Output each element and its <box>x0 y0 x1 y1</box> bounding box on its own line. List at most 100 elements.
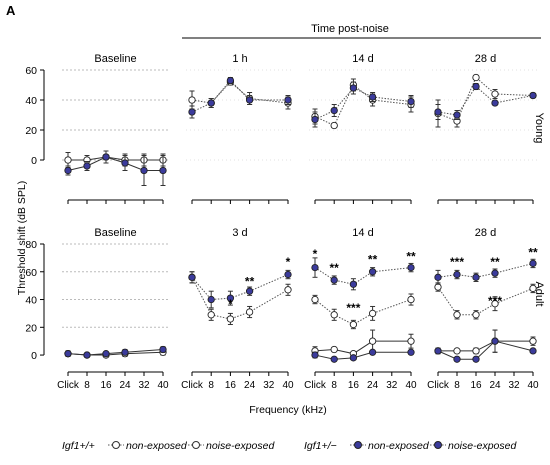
legend-noise-exposed-2: noise-exposed <box>448 440 517 452</box>
data-point-het-non-exposed <box>472 355 480 363</box>
legend: Igf1+/+ non-exposed noise-exposed Igf1+/… <box>62 440 517 452</box>
data-point-wt-non-exposed <box>453 347 461 355</box>
data-point-het-non-exposed <box>159 166 167 175</box>
data-point-het-non-exposed <box>368 348 377 356</box>
series-line-wt-noise-exposed <box>437 286 534 316</box>
panel-0-0: Baseline <box>62 53 169 204</box>
data-point-het-non-exposed <box>407 348 415 356</box>
data-point-het-noise-exposed <box>491 99 499 107</box>
data-point-wt-noise-exposed <box>407 295 415 304</box>
data-point-wt-noise-exposed <box>349 320 358 329</box>
data-point-het-noise-exposed <box>311 263 319 272</box>
data-point-wt-noise-exposed <box>226 315 235 323</box>
x-tick-label: 32 <box>386 380 398 391</box>
series-line-wt-noise-exposed <box>314 299 412 326</box>
y-tick-label: 20 <box>25 125 37 137</box>
series-line-wt-noise-exposed <box>191 81 289 104</box>
data-point-wt-noise-exposed <box>330 121 338 130</box>
data-point-het-non-exposed <box>529 347 537 355</box>
data-point-wt-non-exposed <box>529 337 537 345</box>
x-tick-label: Click <box>181 380 204 391</box>
panel-1-0: Baseline Click 8 16 24 32 40 <box>57 227 169 391</box>
panels-group: 0 20 40 60 Baseline 1 h 14 d 28 d 0 20 40 60 80 Basel… <box>25 53 539 391</box>
legend-wt-noise-marker <box>192 441 200 449</box>
data-point-het-non-exposed <box>140 166 148 175</box>
series-line-het-non-exposed <box>437 340 534 360</box>
x-tick-label: 16 <box>470 380 482 391</box>
x-tick-label: 40 <box>527 380 539 391</box>
data-point-het-noise-exposed <box>245 96 254 104</box>
data-point-het-non-exposed <box>102 350 110 358</box>
data-point-het-non-exposed <box>102 153 110 161</box>
significance-label: ** <box>406 250 416 264</box>
data-point-het-noise-exposed <box>284 96 292 104</box>
series-line-het-noise-exposed <box>437 85 534 116</box>
significance-label: ** <box>245 275 255 289</box>
data-point-het-noise-exposed <box>453 111 461 119</box>
data-point-wt-noise-exposed <box>311 295 319 304</box>
y-tick-label: 0 <box>31 155 37 167</box>
data-point-het-non-exposed <box>330 355 338 363</box>
header-title: Time post-noise <box>311 23 389 35</box>
series-line-het-noise-exposed <box>191 274 289 301</box>
legend-wt-genotype: Igf1+/+ <box>62 440 95 452</box>
legend-het-non-marker <box>354 441 362 449</box>
panel-title: 28 d <box>475 53 496 65</box>
significance-label: * <box>228 297 233 311</box>
x-tick-label: 40 <box>405 380 417 391</box>
y-tick-label: 60 <box>25 267 37 279</box>
legend-noise-exposed-1: noise-exposed <box>206 440 275 452</box>
data-point-het-non-exposed <box>349 354 358 362</box>
data-point-het-noise-exposed <box>207 99 215 107</box>
significance-label: *** <box>450 255 464 269</box>
significance-label: *** <box>488 294 502 308</box>
y-tick-label: 60 <box>25 65 37 77</box>
data-point-het-non-exposed <box>121 348 129 356</box>
x-tick-label: 40 <box>157 380 169 391</box>
series-line-wt-noise-exposed <box>314 84 412 127</box>
panel-title: 14 d <box>352 53 373 65</box>
data-point-het-noise-exposed <box>529 259 537 268</box>
x-tick-label: 8 <box>331 380 337 391</box>
legend-het-genotype: Igf1+/− <box>304 440 337 452</box>
data-point-het-non-exposed <box>159 345 167 354</box>
x-tick-label: 8 <box>84 380 90 391</box>
data-point-wt-noise-exposed <box>330 311 338 319</box>
data-point-het-noise-exposed <box>311 115 319 124</box>
y-tick-label: 20 <box>25 322 37 334</box>
significance-label: ** <box>368 252 378 266</box>
data-point-het-noise-exposed <box>368 93 377 101</box>
panel-0-1: 1 h <box>186 53 294 204</box>
panel-0-3: 28 d <box>432 53 539 204</box>
data-point-het-non-exposed <box>453 355 461 363</box>
significance-label: * <box>286 255 291 269</box>
data-point-wt-noise-exposed <box>491 300 499 308</box>
data-point-het-noise-exposed <box>245 287 254 295</box>
legend-het-noise-marker <box>434 441 442 449</box>
panel-title: 28 d <box>475 227 496 239</box>
legend-non-exposed-2: non-exposed <box>368 440 430 452</box>
series-line-wt-non-exposed <box>438 340 533 352</box>
y-tick-label: 80 <box>25 239 37 251</box>
data-point-wt-noise-exposed <box>434 283 442 291</box>
panel-label: A <box>6 3 16 18</box>
x-tick-label: 16 <box>100 380 112 391</box>
legend-non-exposed-1: non-exposed <box>126 440 188 452</box>
data-point-het-non-exposed <box>83 351 91 359</box>
data-point-het-noise-exposed <box>434 273 442 281</box>
data-point-het-noise-exposed <box>349 84 358 92</box>
data-point-het-noise-exposed <box>349 280 358 288</box>
series-line-wt-noise-exposed <box>191 277 289 320</box>
row-label-young: Young <box>533 113 545 144</box>
data-point-wt-non-exposed <box>64 156 72 164</box>
panel-title: Baseline <box>94 227 136 239</box>
data-point-het-non-exposed <box>64 350 72 358</box>
data-point-het-non-exposed <box>64 166 72 175</box>
x-tick-label: Click <box>57 380 80 391</box>
significance-label: *** <box>346 301 360 315</box>
data-point-het-noise-exposed <box>207 295 215 304</box>
data-point-het-non-exposed <box>83 162 91 170</box>
